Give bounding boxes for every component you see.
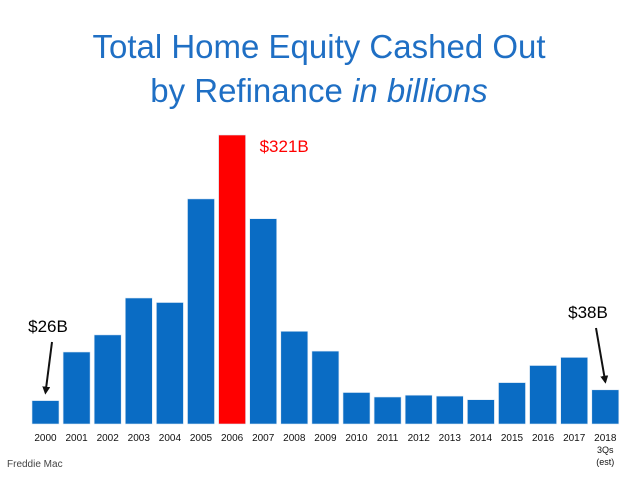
- x-tick-label-2003: 2003: [128, 433, 151, 444]
- x-tick-label-2015: 2015: [501, 433, 524, 444]
- bar-2000: [31, 400, 60, 425]
- x-tick-label-2000: 2000: [34, 433, 57, 444]
- bar-2017: [560, 357, 589, 425]
- x-tick-label-2009: 2009: [314, 433, 337, 444]
- bar-2007: [249, 218, 277, 425]
- annotation-label-2006: $321B: [260, 137, 309, 156]
- x-tick-label-2011: 2011: [377, 433, 399, 444]
- annotation-label-2000: $26B: [28, 317, 68, 336]
- x-tick-sublabel-2018-1: (est): [596, 457, 614, 467]
- chart-title-line2: by Refinance in billions: [0, 70, 638, 112]
- x-tick-label-2007: 2007: [252, 433, 275, 444]
- bar-2003: [125, 297, 153, 425]
- source-note: Freddie Mac: [7, 459, 63, 470]
- x-tick-label-2004: 2004: [159, 433, 182, 444]
- chart-title-line1: Total Home Equity Cashed Out: [92, 28, 546, 65]
- x-tick-sublabel-2018-0: 3Qs: [597, 445, 614, 455]
- chart-title-units: in billions: [352, 72, 488, 109]
- bar-2010: [342, 392, 371, 425]
- x-tick-label-2006: 2006: [221, 433, 244, 444]
- x-tick-labels: 2000 2001 2002 2003 2004 2005 2006 2007 2008 2009…: [34, 433, 616, 467]
- annotation-label-2018: $38B: [568, 303, 608, 322]
- bar-2014: [467, 399, 495, 425]
- x-tick-label-2010: 2010: [345, 433, 368, 444]
- bars-layer: [31, 134, 620, 425]
- bar-2009: [311, 350, 340, 425]
- bar-2012: [404, 394, 433, 425]
- bar-2001: [62, 351, 91, 425]
- x-tick-label-2012: 2012: [408, 433, 431, 444]
- x-tick-label-2016: 2016: [532, 433, 555, 444]
- annotation-arrow-2018: [595, 327, 609, 384]
- annotations-layer: $26B $321B $38B: [28, 137, 609, 395]
- x-tick-label-2017: 2017: [563, 433, 586, 444]
- bar-2006: [218, 134, 246, 425]
- x-tick-label-2018: 2018: [594, 433, 617, 444]
- annotation-arrow-2000: [42, 341, 53, 395]
- chart-title-line2-text: by Refinance: [150, 72, 343, 109]
- bar-2005: [187, 198, 215, 425]
- bar-2002: [93, 334, 122, 425]
- bar-2018: [591, 389, 620, 425]
- bar-2015: [498, 382, 526, 425]
- x-tick-label-2013: 2013: [439, 433, 462, 444]
- bar-2008: [280, 330, 309, 425]
- bar-2013: [435, 395, 464, 425]
- bar-2011: [373, 396, 402, 425]
- x-tick-label-2008: 2008: [283, 433, 306, 444]
- x-tick-label-2001: 2001: [65, 433, 88, 444]
- bar-2004: [156, 302, 184, 425]
- x-tick-label-2005: 2005: [190, 433, 213, 444]
- x-tick-label-2014: 2014: [470, 433, 493, 444]
- bar-2016: [529, 365, 557, 425]
- x-tick-label-2002: 2002: [97, 433, 120, 444]
